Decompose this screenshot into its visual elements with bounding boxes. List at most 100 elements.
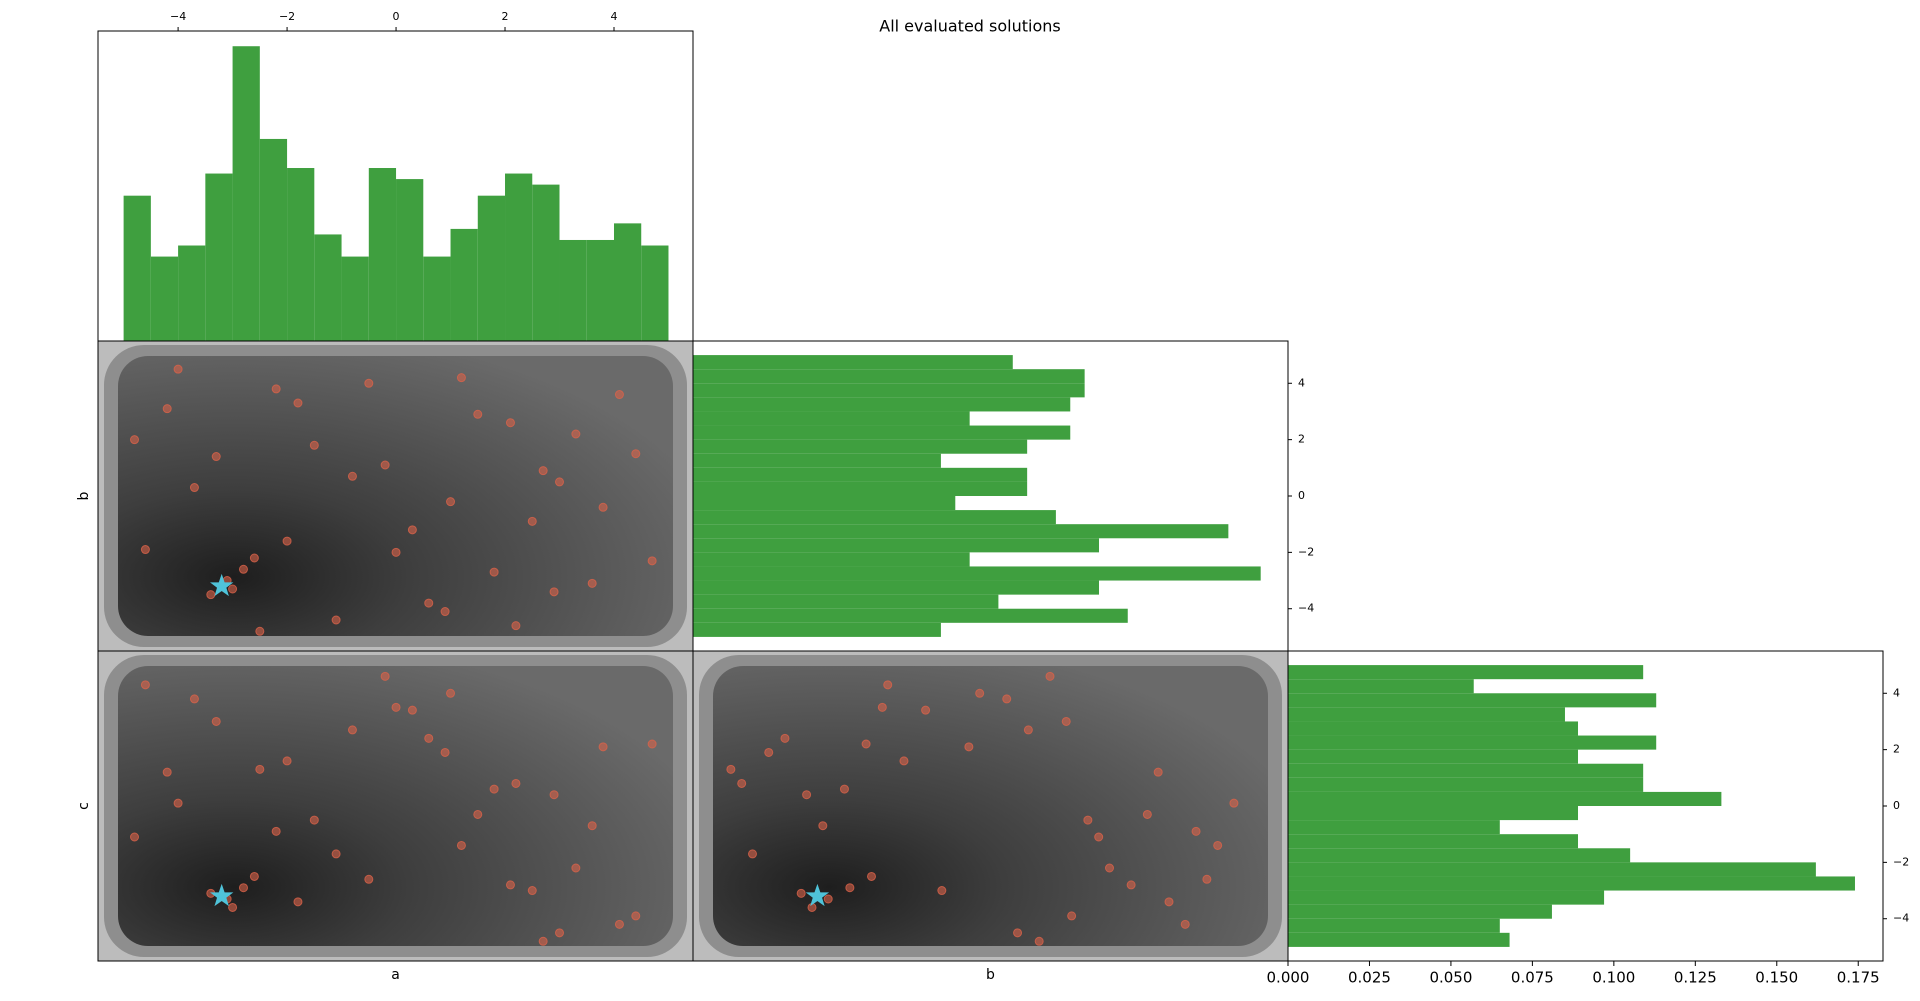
sample-point	[282, 536, 292, 546]
sample-point	[614, 390, 624, 400]
bar	[1288, 932, 1510, 947]
sample-point	[964, 742, 974, 752]
sample-point	[818, 821, 828, 831]
y-tick-label: 0	[1893, 799, 1900, 812]
sample-point	[282, 756, 292, 766]
sample-point	[456, 840, 466, 850]
sample-point	[737, 778, 747, 788]
sample-point	[255, 626, 265, 636]
sample-point	[347, 725, 357, 735]
sample-point	[173, 364, 183, 374]
sample-point	[845, 883, 855, 893]
sample-point	[249, 871, 259, 881]
sample-point	[380, 460, 390, 470]
bar	[1288, 707, 1565, 722]
bar	[1288, 806, 1579, 821]
sample-point	[407, 525, 417, 535]
sample-point	[347, 471, 357, 481]
sample-point	[424, 733, 434, 743]
sample-point	[211, 452, 221, 462]
sample-point	[309, 815, 319, 825]
sample-point	[391, 702, 401, 712]
x-tick-label: 0.025	[1348, 969, 1391, 987]
sample-point	[228, 902, 238, 912]
sample-point	[921, 705, 931, 715]
sample-point	[867, 871, 876, 881]
sample-point	[505, 880, 515, 890]
sample-point	[937, 886, 947, 896]
bar	[1288, 848, 1631, 863]
sample-point	[173, 798, 183, 808]
bar	[693, 552, 970, 567]
x-tick-label: −4	[170, 10, 186, 23]
sample-point	[293, 897, 303, 907]
sample-point	[538, 936, 548, 946]
sample-point	[440, 747, 450, 757]
sample-point	[1094, 832, 1104, 842]
sample-point	[614, 919, 624, 929]
sample-point	[364, 874, 374, 884]
bar	[287, 168, 315, 341]
sample-point	[571, 863, 581, 873]
sample-point	[802, 790, 812, 800]
sample-point	[1126, 880, 1136, 890]
sample-point	[1083, 815, 1093, 825]
bar	[693, 510, 1056, 525]
sample-point	[140, 545, 150, 555]
sample-point	[748, 849, 757, 859]
bar	[693, 411, 970, 426]
sample-point	[587, 578, 597, 588]
sample-point	[309, 440, 319, 450]
bar	[1288, 791, 1722, 806]
sample-point	[571, 429, 581, 439]
bar	[693, 425, 1071, 440]
bar	[693, 580, 1100, 595]
bar	[613, 223, 642, 341]
sample-point	[489, 784, 499, 794]
bar	[1288, 763, 1644, 778]
sample-point	[293, 398, 303, 408]
best-solution	[210, 883, 234, 907]
sample-point	[647, 556, 657, 566]
sample-point	[446, 688, 456, 698]
sample-point	[780, 733, 790, 743]
sample-point	[271, 826, 281, 836]
y-tick-label: −2	[1298, 545, 1314, 558]
sample-point	[505, 418, 515, 428]
bar	[693, 622, 941, 637]
x-axis-label: a	[391, 967, 400, 983]
bar	[693, 355, 1013, 370]
sample-point	[380, 671, 390, 681]
sample-point	[1045, 671, 1055, 681]
x-axis-label: b	[986, 967, 995, 983]
x-tick-label: 0.100	[1592, 969, 1635, 987]
axes-frame	[692, 650, 1289, 962]
x-tick-label: −2	[279, 10, 295, 23]
sample-point	[877, 702, 887, 712]
bar	[1288, 876, 1855, 891]
bar	[205, 173, 233, 341]
bar	[259, 138, 288, 341]
sample-point	[839, 784, 849, 794]
x-tick-label: 0.150	[1755, 969, 1798, 987]
sample-point	[1067, 911, 1077, 921]
sample-point	[238, 564, 248, 574]
sample-point	[206, 590, 216, 600]
sample-point	[473, 409, 483, 419]
bar	[693, 481, 1028, 496]
sample-point	[538, 466, 548, 476]
y-tick-label: 2	[1298, 433, 1305, 446]
bar	[1288, 834, 1579, 849]
bar	[1288, 904, 1552, 919]
sample-point	[598, 742, 608, 752]
x-tick-label: 0.175	[1837, 969, 1880, 987]
sample-point	[331, 615, 341, 625]
sample-point	[726, 764, 736, 774]
y-axis-label: b	[76, 491, 92, 500]
x-tick-label: 0.075	[1511, 969, 1554, 987]
sample-point	[162, 767, 172, 777]
sample-point	[189, 483, 199, 493]
bar	[396, 179, 424, 341]
best-solution	[805, 883, 830, 907]
